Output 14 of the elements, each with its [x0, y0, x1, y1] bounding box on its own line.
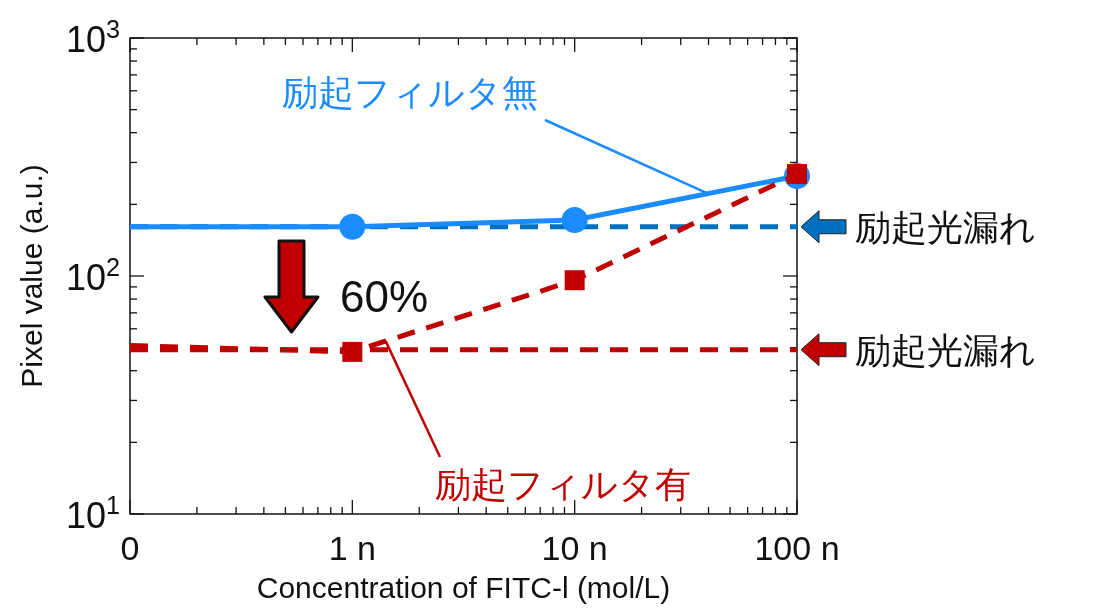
y-tick-label: 10$^{3}$: [65, 15, 120, 60]
x-tick-label: 1 n: [328, 529, 376, 567]
ref-line-label: 励起光漏れ: [855, 329, 1036, 371]
x-tick-label: 0: [120, 529, 140, 567]
x-tick-label: 10 n: [541, 529, 608, 567]
x-axis-title: Concentration of FITC-l (mol/L): [256, 571, 671, 604]
y-axis-title: Pixel value (a.u.): [15, 164, 48, 388]
y-tick-label: 10$^{1}$: [65, 491, 120, 536]
ref-line-label: 励起光漏れ: [855, 206, 1036, 248]
text: 励起フィルタ有: [435, 464, 691, 505]
annotation: 60%: [340, 272, 429, 321]
text: 励起フィルタ無: [282, 72, 538, 113]
y-tick-label: 10$^{2}$: [65, 253, 120, 298]
x-tick-label: 100 n: [754, 529, 840, 567]
